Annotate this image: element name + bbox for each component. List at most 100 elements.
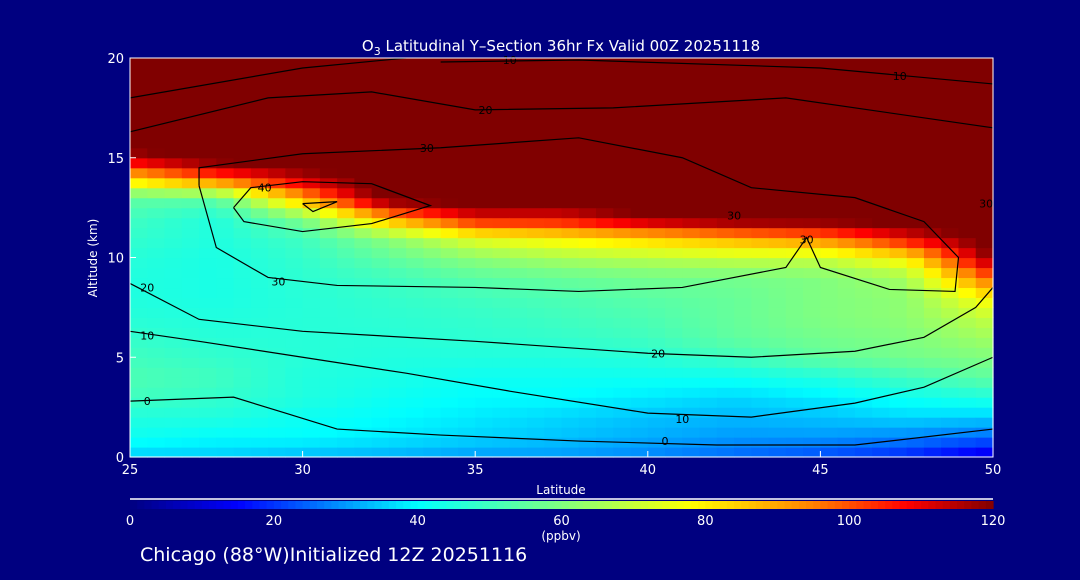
field-cell [250,87,269,99]
field-cell [578,77,597,89]
colorbar-segment [518,501,527,509]
field-cell [423,357,442,368]
field-cell [388,247,407,259]
field-cell [337,307,355,318]
field-cell [803,417,821,428]
field-cell [768,277,787,289]
field-cell [406,417,425,428]
field-cell [820,127,839,139]
field-cell [596,267,614,279]
field-cell [820,67,839,79]
field-cell [181,137,200,149]
field-cell [285,157,304,169]
field-cell [854,187,873,199]
field-cell [906,147,925,159]
field-cell [906,257,925,269]
field-cell [268,447,286,458]
field-cell [371,427,390,438]
field-cell [682,87,701,99]
field-cell [337,137,355,149]
field-cell [596,397,614,408]
contour-line-10 [129,330,994,418]
field-cell [923,227,942,239]
field-cell [578,147,597,159]
field-cell [975,127,994,139]
field-cell [596,247,614,259]
field-cell [475,137,494,149]
field-cell [130,147,148,159]
field-cell [354,427,373,438]
field-cell [923,137,942,149]
colorbar-segment [877,501,886,509]
field-cell [199,417,217,428]
field-cell [388,307,407,318]
field-cell [716,187,735,199]
field-cell [716,197,735,209]
field-cell [250,167,269,179]
colorbar-segment [726,501,735,509]
field-cell [164,107,183,119]
field-cell [371,187,390,199]
field-cell [837,127,856,139]
field-cell [216,297,235,308]
field-cell [647,187,666,199]
field-cell [975,267,994,279]
field-cell [975,227,994,239]
field-cell [906,387,925,398]
field-cell [630,417,649,428]
field-cell [354,327,373,338]
field-cell [250,387,269,398]
field-cell [699,207,718,219]
field-cell [803,237,821,249]
field-cell [319,357,338,368]
field-cell [147,107,166,119]
field-cell [665,107,683,119]
field-cell [423,387,442,398]
field-cell [457,287,476,298]
field-cell [906,87,925,99]
colorbar-segment [906,501,915,509]
field-cell [716,337,735,348]
field-cell [371,347,390,358]
field-cell [854,117,873,129]
field-cell [337,107,355,119]
field-cell [923,167,942,179]
field-cell [164,127,183,139]
field-cell [958,447,977,458]
field-cell [561,437,580,448]
field-cell [854,227,873,239]
field-cell [665,337,683,348]
field-cell [285,167,304,179]
field-cell [768,377,787,388]
field-cell [147,417,166,428]
colorbar-segment [957,501,965,509]
field-cell [285,237,304,249]
field-cell [268,257,286,269]
field-cell [337,407,355,418]
field-cell [492,87,511,99]
colorbar-segment [719,501,728,509]
field-cell [906,107,925,119]
field-cell [130,257,148,269]
field-cell [751,337,770,348]
field-cell [268,187,286,199]
field-cell [854,207,873,219]
field-cell [889,397,908,408]
field-cell [768,67,787,79]
colorbar-tick-label: 40 [409,514,426,529]
field-cell [699,227,718,239]
field-cell [768,267,787,279]
field-cell [975,257,994,269]
colorbar-segment [281,501,289,509]
field-cell [475,107,494,119]
field-cell [423,367,442,378]
field-cell [285,427,304,438]
field-cell [647,447,666,458]
field-cell [354,437,373,448]
field-cell [457,127,476,139]
field-cell [889,387,908,398]
field-cell [716,407,735,418]
field-cell [872,217,891,229]
field-cell [475,87,494,99]
field-cell [268,437,286,448]
